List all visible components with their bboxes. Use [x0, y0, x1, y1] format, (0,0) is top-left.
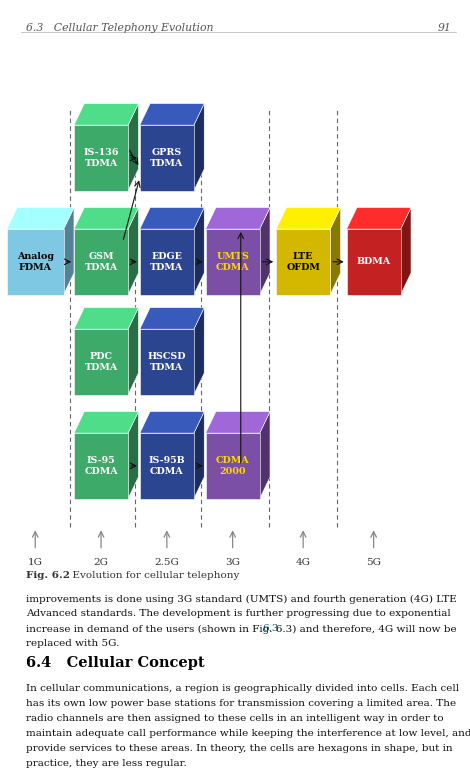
FancyBboxPatch shape	[74, 229, 128, 294]
Polygon shape	[128, 103, 139, 190]
FancyBboxPatch shape	[206, 433, 259, 499]
Text: CDMA
2000: CDMA 2000	[216, 456, 250, 476]
Polygon shape	[194, 411, 204, 499]
Polygon shape	[259, 411, 270, 499]
Polygon shape	[140, 411, 204, 433]
FancyBboxPatch shape	[7, 229, 63, 294]
Polygon shape	[194, 207, 204, 294]
Polygon shape	[400, 207, 411, 294]
Text: radio channels are then assigned to these cells in an intelligent way in order t: radio channels are then assigned to thes…	[26, 714, 444, 723]
FancyBboxPatch shape	[140, 330, 194, 394]
Polygon shape	[206, 411, 270, 433]
FancyBboxPatch shape	[206, 229, 259, 294]
FancyBboxPatch shape	[74, 125, 128, 190]
Polygon shape	[140, 207, 204, 229]
Polygon shape	[276, 207, 341, 229]
Text: IS-95
CDMA: IS-95 CDMA	[84, 456, 118, 476]
FancyBboxPatch shape	[276, 229, 330, 294]
Text: 3G: 3G	[225, 558, 240, 567]
Text: 91: 91	[438, 23, 451, 33]
Text: practice, they are less regular.: practice, they are less regular.	[26, 759, 187, 768]
Text: 4G: 4G	[296, 558, 311, 567]
FancyBboxPatch shape	[140, 433, 194, 499]
Text: increase in demand of the users (shown in Fig. 6.3) and therefore, 4G will now b: increase in demand of the users (shown i…	[26, 624, 456, 634]
Polygon shape	[74, 207, 139, 229]
Text: Fig. 6.2: Fig. 6.2	[26, 571, 70, 581]
FancyBboxPatch shape	[140, 229, 194, 294]
Text: LTE
OFDM: LTE OFDM	[286, 252, 320, 272]
Text: IS-95B
CDMA: IS-95B CDMA	[149, 456, 185, 476]
Text: Analog
FDMA: Analog FDMA	[17, 252, 54, 272]
Text: Advanced standards. The development is further progressing due to exponential: Advanced standards. The development is f…	[26, 610, 451, 618]
Polygon shape	[74, 411, 139, 433]
Text: PDC
TDMA: PDC TDMA	[85, 352, 118, 372]
FancyBboxPatch shape	[347, 229, 400, 294]
Polygon shape	[194, 103, 204, 190]
Polygon shape	[140, 103, 204, 125]
Text: 6.4   Cellular Concept: 6.4 Cellular Concept	[26, 656, 204, 670]
Text: HSCSD
TDMA: HSCSD TDMA	[148, 352, 186, 372]
Text: 6.3: 6.3	[262, 624, 279, 634]
Text: GSM
TDMA: GSM TDMA	[85, 252, 118, 272]
Polygon shape	[140, 307, 204, 330]
Text: maintain adequate call performance while keeping the interference at low level, : maintain adequate call performance while…	[26, 728, 470, 738]
Polygon shape	[128, 307, 139, 394]
FancyBboxPatch shape	[140, 125, 194, 190]
Text: replaced with 5G.: replaced with 5G.	[26, 639, 119, 648]
Polygon shape	[63, 207, 74, 294]
Polygon shape	[74, 307, 139, 330]
Polygon shape	[128, 207, 139, 294]
Text: In cellular communications, a region is geographically divided into cells. Each : In cellular communications, a region is …	[26, 684, 459, 693]
Text: 2G: 2G	[94, 558, 109, 567]
Text: IS-136
TDMA: IS-136 TDMA	[83, 148, 119, 168]
Text: GPRS
TDMA: GPRS TDMA	[150, 148, 183, 168]
Text: improvements is done using 3G standard (UMTS) and fourth generation (4G) LTE: improvements is done using 3G standard (…	[26, 594, 456, 604]
Text: has its own low power base stations for transmission covering a limited area. Th: has its own low power base stations for …	[26, 699, 456, 708]
FancyBboxPatch shape	[74, 433, 128, 499]
Polygon shape	[74, 103, 139, 125]
Polygon shape	[347, 207, 411, 229]
Polygon shape	[194, 307, 204, 394]
Text: 5G: 5G	[366, 558, 381, 567]
Text: 1G: 1G	[28, 558, 43, 567]
Polygon shape	[7, 207, 74, 229]
Text: EDGE
TDMA: EDGE TDMA	[150, 252, 183, 272]
Text: UMTS
CDMA: UMTS CDMA	[216, 252, 250, 272]
FancyBboxPatch shape	[74, 330, 128, 394]
Text: 2.5G: 2.5G	[155, 558, 179, 567]
Text: BDMA: BDMA	[357, 257, 391, 266]
Text: 6.3   Cellular Telephony Evolution: 6.3 Cellular Telephony Evolution	[26, 23, 213, 33]
Polygon shape	[259, 207, 270, 294]
Polygon shape	[128, 411, 139, 499]
Text: Evolution for cellular telephony: Evolution for cellular telephony	[66, 571, 239, 581]
Polygon shape	[206, 207, 270, 229]
Text: provide services to these areas. In theory, the cells are hexagons in shape, but: provide services to these areas. In theo…	[26, 744, 453, 753]
Polygon shape	[330, 207, 341, 294]
